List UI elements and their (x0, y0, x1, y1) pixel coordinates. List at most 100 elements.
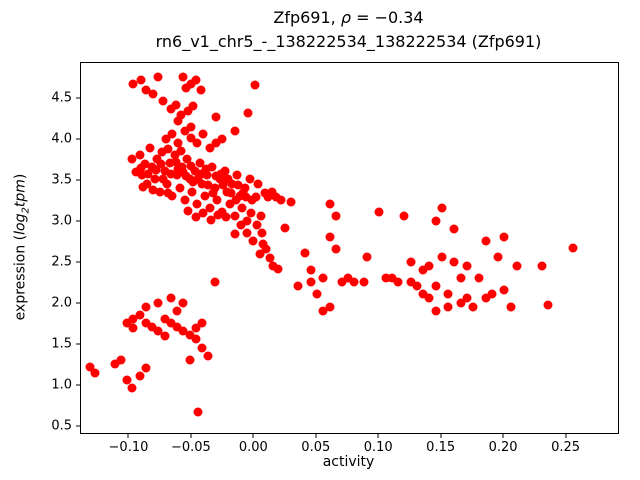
y-tick (76, 302, 81, 304)
scatter-point (399, 211, 409, 221)
scatter-point (252, 220, 262, 230)
scatter-point (166, 169, 176, 179)
scatter-point (176, 110, 186, 120)
scatter-point (197, 318, 207, 328)
scatter-point (195, 158, 205, 168)
scatter-point (141, 318, 151, 328)
scatter-point (148, 89, 158, 99)
scatter-point (158, 96, 168, 106)
scatter-point (172, 322, 182, 332)
chart-title: Zfp691, ρ = −0.34 (80, 6, 617, 30)
scatter-point (141, 302, 151, 312)
scatter-point (170, 150, 180, 160)
scatter-point (312, 289, 322, 299)
scatter-point (193, 174, 203, 184)
scatter-point (206, 215, 216, 225)
scatter-point (167, 191, 177, 201)
chart-title-block: Zfp691, ρ = −0.34 rn6_v1_chr5_-_13822253… (80, 6, 617, 54)
scatter-point (343, 273, 353, 283)
scatter-point (143, 169, 153, 179)
y-tick-label: 4.5 (51, 90, 72, 106)
scatter-point (160, 314, 170, 324)
scatter-point (359, 277, 369, 287)
scatter-point (160, 331, 170, 341)
scatter-point (191, 75, 201, 85)
scatter-point (512, 261, 522, 271)
scatter-point (148, 185, 158, 195)
scatter-point (215, 174, 225, 184)
y-tick-label: 3.5 (51, 172, 72, 188)
scatter-point (163, 144, 173, 154)
scatter-point (456, 298, 466, 308)
scatter-point (210, 277, 220, 287)
scatter-point (127, 154, 137, 164)
scatter-point (178, 298, 188, 308)
scatter-point (242, 216, 252, 226)
scatter-point (191, 212, 201, 222)
scatter-point (190, 166, 200, 176)
scatter-point (172, 170, 182, 180)
scatter-point (213, 210, 223, 220)
scatter-point (211, 138, 221, 148)
scatter-point (243, 108, 253, 118)
scatter-point (110, 359, 120, 369)
scatter-point (136, 75, 146, 85)
scatter-point (151, 165, 161, 175)
scatter-point (331, 244, 341, 254)
scatter-point (226, 188, 236, 198)
y-tick-label: 2.0 (51, 295, 72, 311)
scatter-point (218, 180, 228, 190)
scatter-point (136, 163, 146, 173)
scatter-point (286, 197, 296, 207)
scatter-point (406, 257, 416, 267)
scatter-point (197, 343, 207, 353)
scatter-point (191, 334, 201, 344)
scatter-point (183, 206, 193, 216)
y-tick-label: 1.0 (51, 377, 72, 393)
scatter-point (431, 281, 441, 291)
x-tick (502, 433, 504, 438)
scatter-point (135, 310, 145, 320)
y-tick (76, 384, 81, 386)
scatter-point (362, 252, 372, 262)
scatter-point (166, 104, 176, 114)
y-axis-label-math: log2tpm (12, 179, 32, 235)
scatter-point (231, 195, 241, 205)
scatter-point (280, 223, 290, 233)
scatter-point (443, 302, 453, 312)
scatter-point (193, 407, 203, 417)
scatter-point (242, 228, 252, 238)
scatter-point (160, 166, 170, 176)
scatter-point (116, 355, 126, 365)
scatter-point (140, 159, 150, 169)
scatter-point (211, 112, 221, 122)
x-tick-label: −0.05 (170, 440, 211, 455)
scatter-point (216, 169, 226, 179)
scatter-point (163, 188, 173, 198)
scatter-point (173, 164, 183, 174)
scatter-point (237, 203, 247, 213)
scatter-point (171, 157, 181, 167)
scatter-point (166, 318, 176, 328)
x-axis-label: activity (322, 454, 375, 470)
scatter-point (205, 203, 215, 213)
scatter-point (233, 180, 243, 190)
scatter-point (161, 134, 171, 144)
plot-area: −0.10 −0.05 0.00 0.05 0.10 0.15 0.20 0.25 0.5 1.0… (51, 62, 619, 455)
scatter-point (406, 277, 416, 287)
y-tick (76, 261, 81, 263)
scatter-point (122, 318, 132, 328)
scatter-point (197, 179, 207, 189)
scatter-point (186, 122, 196, 132)
scatter-point (188, 101, 198, 111)
y-tick-label: 3.0 (51, 213, 72, 229)
scatter-point (318, 306, 328, 316)
scatter-point (267, 187, 277, 197)
scatter-point (147, 322, 157, 332)
scatter-point (178, 326, 188, 336)
scatter-point (187, 187, 197, 197)
scatter-point (325, 232, 335, 242)
scatter-point (481, 236, 491, 246)
x-tick-label: 0.25 (551, 440, 581, 455)
